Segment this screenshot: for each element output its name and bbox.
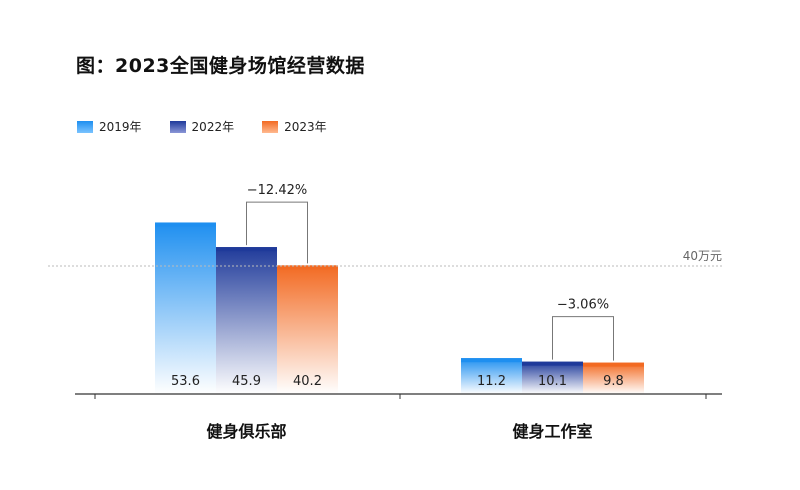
change-bracket-0 xyxy=(246,201,308,264)
legend-item-2023: 2023年 xyxy=(262,118,327,135)
bar-cap-1-1 xyxy=(522,361,583,366)
legend-label-2023: 2023年 xyxy=(284,120,327,134)
bar-cap-1-0 xyxy=(461,358,522,363)
legend-swatch-2022 xyxy=(169,120,186,133)
legend-swatch-2019 xyxy=(77,120,93,133)
change-label-0: −12.42% xyxy=(247,183,307,198)
reference-line-label: 40万元 xyxy=(683,249,722,263)
bar-0-1 xyxy=(216,247,277,394)
bar-cap-0-1 xyxy=(216,247,277,252)
value-label-0-1: 45.9 xyxy=(232,374,261,389)
legend-label-2022: 2022年 xyxy=(191,120,235,134)
legend-item-2022: 2022年 xyxy=(169,118,235,135)
change-bracket-1 xyxy=(552,316,614,361)
value-label-0-0: 53.6 xyxy=(171,374,200,389)
bar-1-0 xyxy=(461,358,522,394)
chart-title: 图：2023全国健身场馆经营数据 xyxy=(76,55,365,77)
value-label-1-1: 10.1 xyxy=(538,374,567,389)
value-label-1-2: 9.8 xyxy=(603,374,624,389)
bar-1-2 xyxy=(583,362,644,394)
bar-cap-0-2 xyxy=(277,265,338,270)
category-label-1: 健身工作室 xyxy=(512,422,592,441)
change-label-1: −3.06% xyxy=(557,298,609,313)
legend-label-2019: 2019年 xyxy=(99,120,142,134)
bar-0-0 xyxy=(155,222,216,394)
bar-cap-0-0 xyxy=(155,222,216,227)
legend-item-2019: 2019年 xyxy=(77,118,142,135)
legend: 2019年 2022年 2023年 xyxy=(77,118,327,135)
value-label-1-0: 11.2 xyxy=(477,374,506,389)
value-label-0-2: 40.2 xyxy=(293,374,322,389)
bar-cap-1-2 xyxy=(583,362,644,367)
bar-0-2 xyxy=(277,265,338,394)
bar-1-1 xyxy=(522,361,583,394)
category-label-0: 健身俱乐部 xyxy=(206,422,286,441)
legend-swatch-2023 xyxy=(262,120,279,133)
